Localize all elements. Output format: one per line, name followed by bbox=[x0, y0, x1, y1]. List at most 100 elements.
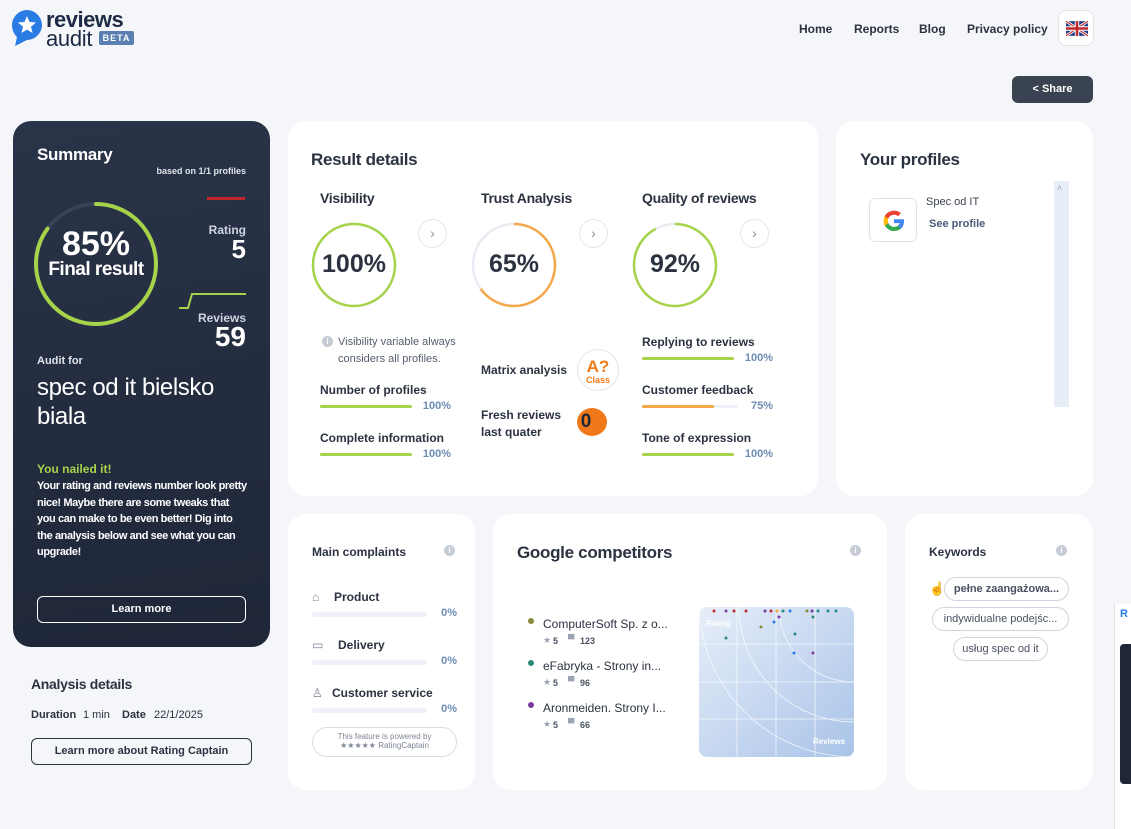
rating-indicator bbox=[207, 197, 245, 200]
metric-label: Number of profiles bbox=[320, 383, 427, 397]
competitor-scatter-plot: Rating Reviews bbox=[699, 607, 854, 757]
matrix-label: Matrix analysis bbox=[481, 363, 568, 377]
quality-percent: 92% bbox=[649, 250, 701, 278]
keyword-chip[interactable]: pełne zaangażowa... bbox=[944, 577, 1069, 601]
matrix-class-badge: A? Class bbox=[577, 349, 619, 391]
complaints-title: Main complaints bbox=[312, 545, 407, 559]
nav-reports[interactable]: Reports bbox=[854, 22, 900, 36]
rating-value: 5 bbox=[231, 234, 246, 264]
person-icon: ♙ bbox=[312, 686, 323, 700]
matrix-badge-sub: Class bbox=[585, 375, 611, 385]
metric-label: Tone of expression bbox=[642, 431, 752, 445]
rating-captain-button[interactable]: Learn more about Rating Captain bbox=[31, 738, 252, 765]
info-icon: i bbox=[322, 336, 333, 347]
powered-by-badge[interactable]: This feature is powered by ★★★★★ RatingC… bbox=[312, 727, 457, 757]
google-icon bbox=[883, 210, 904, 231]
profiles-card: Your profiles Spec od IT See profile ˄ bbox=[836, 121, 1093, 496]
quality-ring bbox=[632, 222, 718, 308]
nav-privacy[interactable]: Privacy policy bbox=[967, 22, 1048, 36]
metric-label: Replying to reviews bbox=[642, 335, 755, 349]
competitor-reviews: 123 bbox=[580, 636, 596, 646]
competitor-name[interactable]: Aronmeiden. Strony I... bbox=[543, 701, 666, 715]
share-label: Share bbox=[1041, 83, 1073, 95]
side-widget[interactable]: R bbox=[1114, 604, 1131, 829]
competitor-rating: 5 bbox=[553, 720, 559, 730]
competitor-rating: 5 bbox=[553, 636, 559, 646]
scroll-up-icon[interactable]: ˄ bbox=[1057, 183, 1063, 193]
competitor-name[interactable]: eFabryka - Strony in... bbox=[543, 659, 662, 673]
keyword-chip[interactable]: indywidualne podejśc... bbox=[932, 607, 1069, 631]
learn-more-button[interactable]: Learn more bbox=[37, 596, 246, 623]
quality-title: Quality of reviews bbox=[642, 190, 757, 206]
ring-arc bbox=[632, 222, 718, 308]
metric-label: Complete information bbox=[320, 431, 445, 445]
rating-label: Rating bbox=[208, 223, 246, 237]
complaint-bar bbox=[312, 660, 427, 665]
fresh-reviews-label: Fresh reviews last quater bbox=[481, 408, 562, 439]
brand-name: reviews bbox=[46, 7, 124, 32]
truck-icon: ▭ bbox=[312, 638, 324, 652]
comment-icon: ▀ bbox=[568, 718, 575, 728]
analysis-title: Analysis details bbox=[31, 676, 133, 692]
keyword-chip[interactable]: usług spec od it bbox=[953, 637, 1048, 661]
metric-percent: 75% bbox=[750, 400, 773, 412]
trust-ring bbox=[471, 222, 557, 308]
visibility-expand-button[interactable]: › bbox=[418, 219, 447, 248]
competitor-dot bbox=[528, 618, 534, 624]
visibility-note: Visibility variable always considers all… bbox=[338, 336, 456, 365]
stars-icon: ★★★★★ bbox=[340, 741, 379, 750]
nailed-text: Your rating and reviews number look pret… bbox=[37, 480, 247, 558]
trust-expand-button[interactable]: › bbox=[579, 219, 608, 248]
info-icon[interactable]: i bbox=[1056, 545, 1067, 556]
competitor-name[interactable]: ComputerSoft Sp. z o... bbox=[543, 617, 668, 631]
brand-name-2: audit bbox=[46, 26, 93, 51]
widget-logo-icon: R bbox=[1120, 608, 1128, 620]
info-icon[interactable]: i bbox=[850, 545, 861, 556]
widget-panel bbox=[1120, 644, 1131, 784]
trust-percent: 65% bbox=[488, 250, 540, 278]
basket-icon: ⌂ bbox=[312, 590, 320, 604]
final-label: Final result bbox=[48, 259, 144, 280]
quality-expand-button[interactable]: › bbox=[740, 219, 769, 248]
visibility-ring bbox=[311, 222, 397, 308]
visibility-title: Visibility bbox=[320, 190, 375, 206]
metric-bar bbox=[320, 405, 412, 408]
powered-by-text: This feature is powered by bbox=[337, 732, 432, 741]
complaint-bar bbox=[312, 708, 427, 713]
keywords-card: Keywords i ☝ pełne zaangażowa... indywid… bbox=[905, 514, 1093, 790]
metric-bar bbox=[320, 453, 412, 456]
star-icon: ★ bbox=[543, 635, 552, 645]
fresh-reviews-value: 0 bbox=[580, 411, 592, 432]
complaint-label: Customer service bbox=[332, 686, 433, 700]
result-details-card: Result details Visibility › 100% i Visib… bbox=[288, 121, 818, 496]
google-profile-tile[interactable] bbox=[869, 198, 917, 242]
see-profile-link[interactable]: See profile bbox=[929, 218, 986, 230]
star-icon: ★ bbox=[543, 719, 552, 729]
share-button[interactable]: < Share bbox=[1012, 76, 1093, 103]
final-result-ring bbox=[34, 202, 158, 326]
duration-label: Duration bbox=[31, 709, 77, 721]
info-icon[interactable]: i bbox=[444, 545, 455, 556]
nailed-title: You nailed it! bbox=[37, 462, 112, 476]
metric-percent: 100% bbox=[744, 448, 773, 460]
ring-arc bbox=[311, 222, 397, 308]
nav-blog[interactable]: Blog bbox=[919, 22, 946, 36]
complaint-percent: 0% bbox=[441, 607, 457, 619]
visibility-percent: 100% bbox=[322, 250, 386, 278]
duration-value: 1 min bbox=[83, 709, 110, 721]
uk-flag-icon bbox=[1066, 21, 1088, 36]
language-switcher[interactable] bbox=[1058, 10, 1094, 46]
complaint-bar bbox=[312, 612, 427, 617]
complaint-percent: 0% bbox=[441, 655, 457, 667]
star-icon: ★ bbox=[543, 677, 552, 687]
complaint-label: Delivery bbox=[338, 638, 385, 652]
nav-home[interactable]: Home bbox=[799, 22, 833, 36]
profiles-scrollbar[interactable]: ˄ bbox=[1054, 181, 1069, 407]
reviews-value: 59 bbox=[214, 321, 246, 352]
profile-name: Spec od IT bbox=[926, 196, 980, 208]
competitor-dot bbox=[528, 660, 534, 666]
plot-points bbox=[712, 609, 838, 655]
metric-bar bbox=[642, 453, 734, 456]
profiles-title: Your profiles bbox=[860, 150, 960, 169]
trust-title: Trust Analysis bbox=[481, 190, 572, 206]
